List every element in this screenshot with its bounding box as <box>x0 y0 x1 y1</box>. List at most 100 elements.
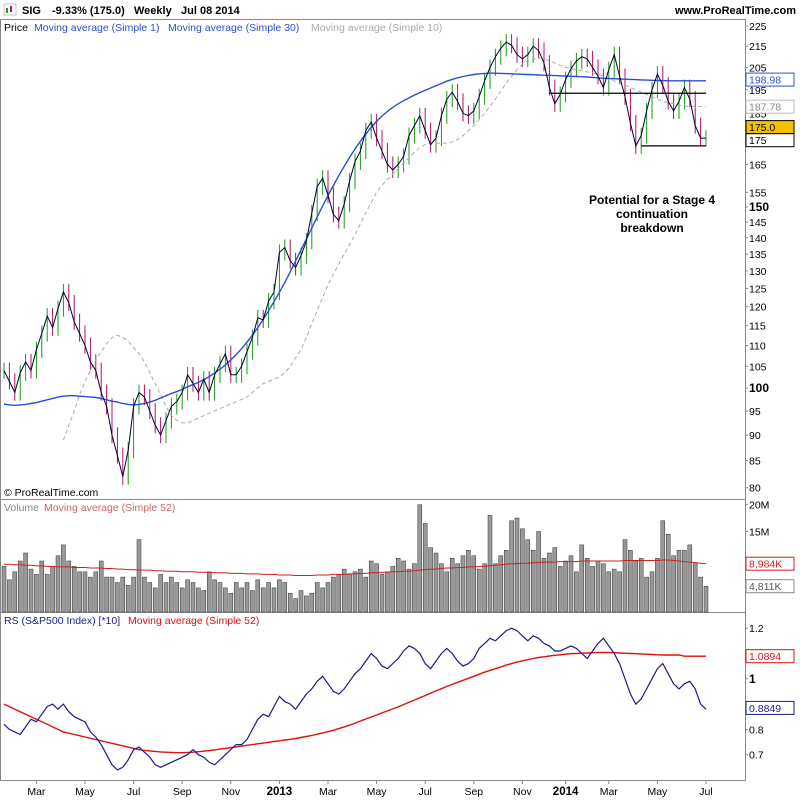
volume-bar-43 <box>233 582 239 613</box>
volume-bar-81 <box>439 563 444 613</box>
price-tick-label-18: 100 <box>749 381 769 395</box>
volume-bar-78 <box>422 523 428 613</box>
volume-bar-15 <box>82 571 88 613</box>
volume-y-axis: 20M 15M <box>745 500 769 539</box>
last-ma30-label: 198.98 <box>749 75 781 87</box>
volume-bar-47 <box>255 579 261 613</box>
x-tick-label-4: Nov <box>221 786 240 798</box>
volume-bar-33 <box>179 587 185 613</box>
volume-bar-91 <box>493 563 498 613</box>
legend-rs-label: RS (S&P500 Index) [*10] <box>4 615 120 627</box>
volume-bar-102 <box>552 547 558 613</box>
volume-bar-35 <box>190 582 196 613</box>
volume-bar-119 <box>644 576 649 613</box>
volume-bar-85 <box>460 555 466 613</box>
volume-bar-20 <box>109 576 115 613</box>
price-tick-label-0: 225 <box>749 21 767 33</box>
volume-bar-38 <box>206 571 212 613</box>
x-tick-label-2: Jul <box>127 786 140 798</box>
volume-bar-21 <box>115 582 120 613</box>
last-axis-label: 175 <box>749 135 767 147</box>
x-axis: Mar May Jul Sep Nov 2013 Mar May Jul Sep Nov 2014 Ma… <box>27 780 713 798</box>
legend-rs-ma-label: Moving average (Simple 52) <box>128 615 259 627</box>
volume-bar-46 <box>250 590 255 613</box>
volume-bar-63 <box>341 568 347 613</box>
last-price-label: 175.0 <box>749 122 775 134</box>
ma10-line <box>62 57 707 441</box>
price-tick-label-20: 90 <box>749 430 761 442</box>
volume-bar-109 <box>590 566 595 613</box>
volume-bar-98 <box>530 550 536 613</box>
price-change: -9.33% (175.0) <box>52 5 125 17</box>
price-legend: Price Moving average (Simple 1) Moving a… <box>4 22 442 34</box>
volume-bar-66 <box>358 568 363 613</box>
last-volume-ma-label-box <box>745 556 795 571</box>
volume-bar-56 <box>304 595 309 613</box>
x-tick-label-5: 2013 <box>267 786 293 798</box>
last-volume-label: 4,811K <box>749 581 782 593</box>
rs-lines <box>3 627 707 771</box>
volume-bar-31 <box>169 576 174 613</box>
volume-bar-57 <box>309 592 315 613</box>
site-url[interactable]: www.ProRealTime.com <box>674 5 796 17</box>
volume-bar-64 <box>347 574 352 613</box>
ma30-line <box>3 72 706 407</box>
x-tick-label-7: May <box>367 786 388 798</box>
volume-bar-32 <box>174 582 180 613</box>
price-tick-label-3: 195 <box>749 85 767 97</box>
x-tick-label-13: May <box>647 786 668 798</box>
volume-bar-16 <box>88 576 93 613</box>
volume-bar-2 <box>12 571 18 613</box>
symbol-icon-red-bar <box>10 6 12 12</box>
price-tick-label-15: 115 <box>749 321 766 333</box>
volume-bar-115 <box>622 539 628 613</box>
legend-price-label: Price <box>4 22 28 34</box>
last-ma30-label-box <box>745 72 795 87</box>
rs-ma-line <box>3 651 706 754</box>
volume-bar-129 <box>698 576 703 613</box>
volume-bar-27 <box>147 582 153 613</box>
ma1-line <box>3 41 706 477</box>
x-tick-label-0: Mar <box>27 786 46 798</box>
volume-bar-23 <box>125 584 131 613</box>
last-volume-label-box <box>745 579 795 594</box>
period: Weekly <box>134 5 173 17</box>
price-tick-label-9: 145 <box>749 217 767 229</box>
volume-bar-112 <box>606 571 612 613</box>
volume-bar-44 <box>239 587 244 613</box>
volume-bar-124 <box>671 555 676 613</box>
volume-bar-96 <box>520 528 525 613</box>
last-ma10-label: 187.78 <box>749 102 781 114</box>
last-axis-label-box <box>745 133 795 148</box>
volume-bar-13 <box>71 566 77 613</box>
volume-bar-73 <box>395 558 401 613</box>
volume-bar-39 <box>212 579 217 613</box>
x-tick-label-3: Sep <box>173 786 192 798</box>
volume-bar-89 <box>482 563 487 613</box>
price-tick-label-17: 105 <box>749 361 767 373</box>
volume-bar-5 <box>28 568 34 613</box>
volume-bar-128 <box>692 563 698 613</box>
volume-bar-107 <box>579 544 585 613</box>
last-ma10-label-box <box>745 99 795 114</box>
volume-bar-17 <box>93 571 99 613</box>
rs-tick-label-0: 1.2 <box>749 623 764 635</box>
copyright: © ProRealTime.com <box>4 487 99 499</box>
volume-bar-26 <box>142 576 147 613</box>
volume-bar-19 <box>104 576 109 613</box>
volume-bar-37 <box>201 590 207 613</box>
volume-bar-25 <box>136 539 142 613</box>
last-volume-ma-label: 8,984K <box>749 559 782 571</box>
rs-tick-label-2: 0.8 <box>749 724 764 736</box>
volume-bar-70 <box>379 574 385 613</box>
price-tick-label-14: 120 <box>749 302 767 314</box>
volume-bar-97 <box>525 539 531 613</box>
volume-bar-111 <box>601 563 606 613</box>
last-rs-label: 0.8849 <box>749 703 781 715</box>
volume-bar-113 <box>611 568 617 613</box>
x-tick-label-9: Sep <box>464 786 483 798</box>
volume-bar-7 <box>39 560 45 613</box>
volume-bar-104 <box>563 560 568 613</box>
